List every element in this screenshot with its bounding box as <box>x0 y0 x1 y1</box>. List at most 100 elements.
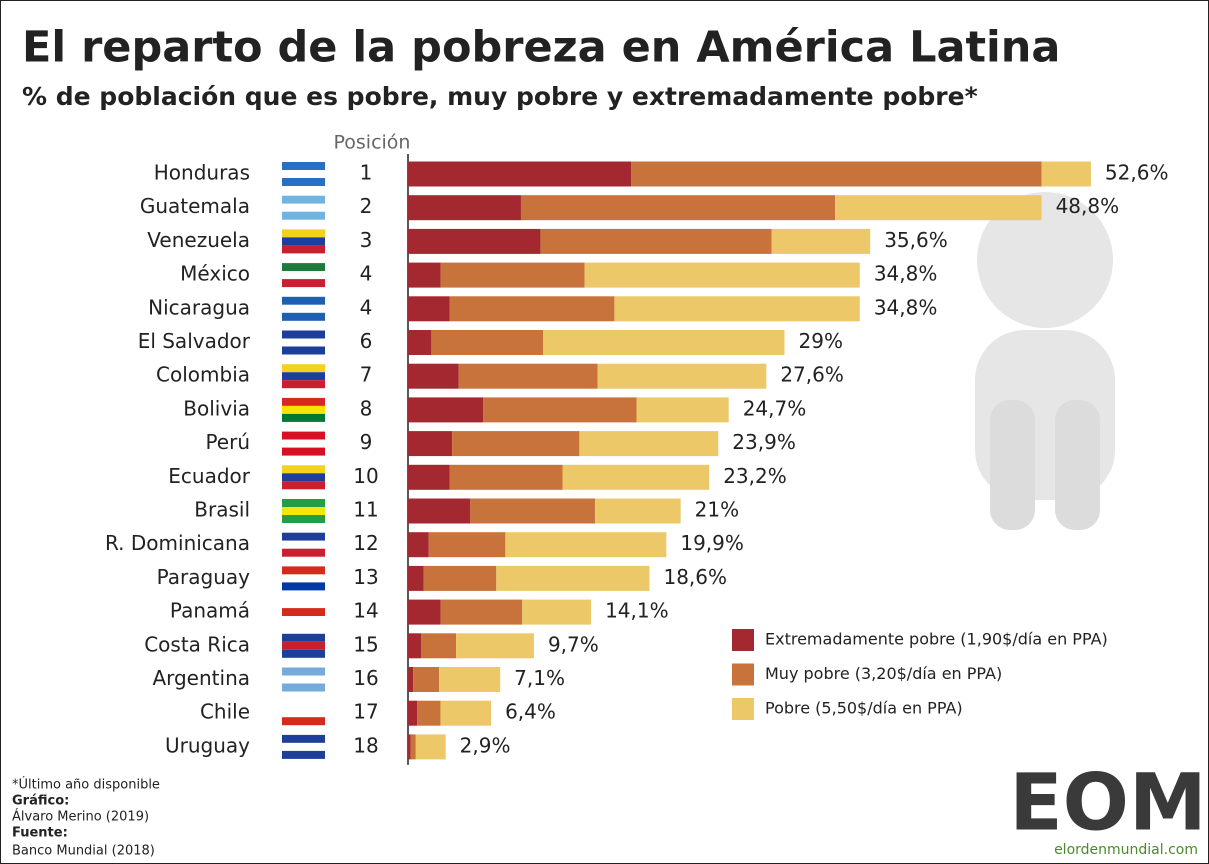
rank: 15 <box>353 632 378 656</box>
legend-label: Extremadamente pobre (1,90$/día en PPA) <box>765 630 1108 649</box>
bar-segment <box>408 532 429 558</box>
category-label: R. Dominicana <box>105 531 250 555</box>
bar-segment <box>452 431 580 457</box>
bar-segment <box>440 599 523 625</box>
total-label: 23,2% <box>723 464 787 488</box>
flag <box>282 211 325 220</box>
rank: 12 <box>353 531 378 555</box>
flag <box>282 734 325 743</box>
bar-segment <box>440 262 585 288</box>
flag <box>282 170 325 178</box>
category-label: Brasil <box>194 498 250 522</box>
bar-segment <box>420 633 457 659</box>
bar-segment <box>408 262 441 288</box>
bar-segment <box>483 397 637 423</box>
rank: 9 <box>360 430 373 454</box>
flag <box>282 279 325 288</box>
rank: 3 <box>360 228 373 252</box>
legend-label: Muy pobre (3,20$/día en PPA) <box>765 664 1002 683</box>
total-label: 27,6% <box>780 363 844 387</box>
bar-segment <box>440 700 492 726</box>
bar-segment <box>540 228 772 254</box>
bar-segment <box>522 599 592 625</box>
bar-segment <box>410 734 416 760</box>
total-label: 29% <box>799 329 843 353</box>
bar-segment <box>470 498 595 524</box>
bar-segment <box>417 700 441 726</box>
flag <box>282 649 325 658</box>
flag <box>282 507 325 515</box>
category-label: Paraguay <box>157 565 251 589</box>
flag <box>282 372 325 381</box>
bar-segment <box>408 195 521 221</box>
flag <box>282 616 325 625</box>
footer-text: Álvaro Merino (2019) <box>12 809 149 825</box>
rank: 10 <box>353 464 378 488</box>
flag <box>282 203 325 212</box>
category-label: Guatemala <box>140 194 250 218</box>
bar-segment <box>449 296 615 322</box>
category-label: Honduras <box>154 161 250 185</box>
flag <box>282 447 325 456</box>
flag <box>282 515 325 523</box>
flag <box>282 600 325 609</box>
total-label: 52,6% <box>1105 161 1169 185</box>
bar-segment <box>408 464 450 490</box>
total-label: 7,1% <box>514 666 565 690</box>
category-label: Ecuador <box>168 464 250 488</box>
total-label: 2,9% <box>460 733 511 757</box>
total-label: 6,4% <box>505 700 556 724</box>
bar-segment <box>835 195 1042 221</box>
category-label: Costa Rica <box>144 632 250 656</box>
footnote: *Último año disponible <box>12 777 160 793</box>
category-label: Venezuela <box>147 228 250 252</box>
bar-segment <box>594 498 681 524</box>
bar-segment <box>458 363 598 389</box>
rank: 7 <box>360 363 373 387</box>
bar-segment <box>408 397 484 423</box>
bar-segment <box>562 464 710 490</box>
rank: 16 <box>353 666 378 690</box>
bar-segment <box>408 498 471 524</box>
flag <box>282 178 325 186</box>
bar-segment <box>520 195 836 221</box>
flag <box>282 675 325 684</box>
bar-segment <box>439 667 501 692</box>
bar-segment <box>456 633 534 659</box>
flag <box>282 439 325 448</box>
chart-subtitle: % de población que es pobre, muy pobre y… <box>22 82 978 111</box>
bar-segment <box>408 700 418 726</box>
bar-segment <box>408 161 632 187</box>
category-label: Panamá <box>170 599 250 623</box>
footer-text: Banco Mundial (2018) <box>12 844 155 859</box>
flag <box>282 195 325 204</box>
flag <box>282 499 325 507</box>
rank: 2 <box>360 194 373 218</box>
rank: 14 <box>353 599 378 623</box>
flag <box>282 330 325 339</box>
footer-label: Gráfico: <box>12 794 69 809</box>
category-label: México <box>180 262 250 286</box>
flag <box>282 742 325 751</box>
bar-segment <box>584 262 860 288</box>
category-label: Argentina <box>152 666 250 690</box>
category-label: Perú <box>205 430 250 454</box>
bar-segment <box>449 464 563 490</box>
flag <box>282 532 325 541</box>
bar-segment <box>614 296 860 322</box>
logo: EOM <box>1009 758 1206 848</box>
flag <box>282 271 325 280</box>
flag <box>282 296 325 305</box>
flag <box>282 245 325 254</box>
bar-segment <box>408 228 541 254</box>
flag <box>282 380 325 389</box>
bar-segment <box>428 532 506 558</box>
bar-segment <box>771 228 871 254</box>
flag <box>282 683 325 692</box>
flag <box>282 346 325 355</box>
flag <box>282 709 325 718</box>
total-label: 34,8% <box>874 262 938 286</box>
flag <box>282 574 325 583</box>
total-label: 35,6% <box>884 228 948 252</box>
person-illustration <box>975 192 1115 530</box>
